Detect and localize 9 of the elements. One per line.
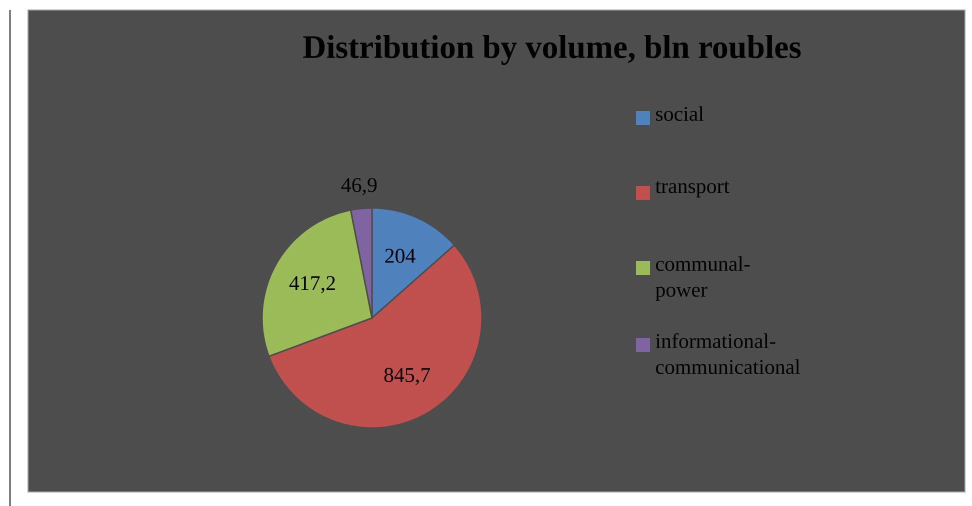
chart-title: Distribution by volume, bln roubles xyxy=(303,34,801,65)
data-label: 417,2 xyxy=(289,276,335,293)
data-label: 845,7 xyxy=(384,368,430,385)
data-label: 46,9 xyxy=(341,178,377,195)
legend-label: communal-power xyxy=(656,256,750,301)
data-label: 204 xyxy=(385,248,416,263)
legend-label: transport xyxy=(655,180,730,198)
legend-label: social xyxy=(656,106,704,121)
legend-label: informational-communicational xyxy=(656,332,800,374)
